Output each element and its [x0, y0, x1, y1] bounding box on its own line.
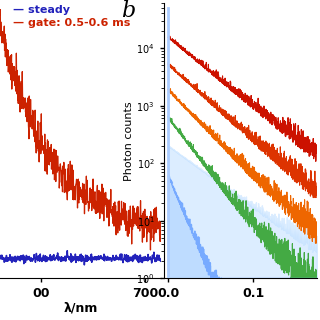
Text: — gate: 0.5-0.6 ms: — gate: 0.5-0.6 ms — [13, 18, 130, 28]
X-axis label: λ/nm: λ/nm — [63, 302, 98, 315]
Text: — steady: — steady — [13, 5, 70, 15]
Text: b: b — [121, 0, 135, 22]
Y-axis label: Photon counts: Photon counts — [124, 101, 133, 180]
